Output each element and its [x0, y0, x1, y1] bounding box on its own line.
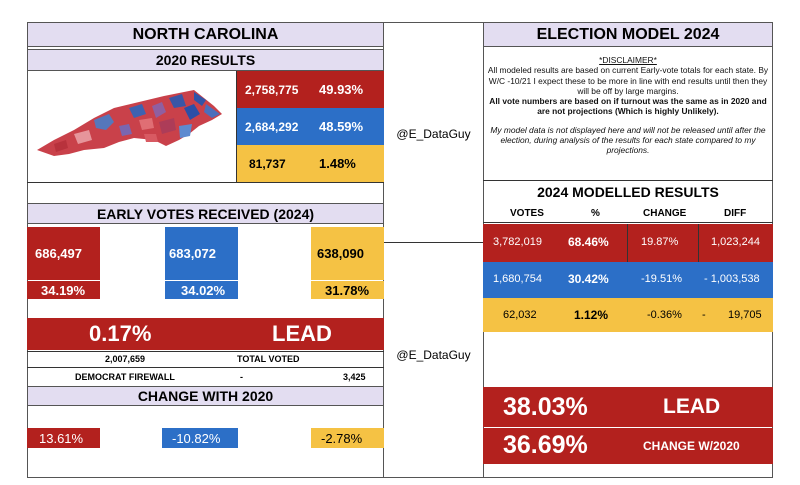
early-rep-votes: 686,497 — [35, 246, 82, 261]
model-change-bar: 36.69% CHANGE W/2020 — [483, 428, 773, 464]
model-title: ELECTION MODEL 2024 — [483, 22, 773, 47]
results-2020-heading: 2020 RESULTS — [27, 49, 384, 71]
modelled-rep-votes: 3,782,019 — [493, 236, 542, 248]
model-lead-value: 38.03% — [503, 393, 588, 421]
result-2020-dem-votes: 2,684,292 — [245, 119, 299, 134]
result-2020-rep-pct: 49.93% — [319, 82, 364, 97]
col-diff: DIFF — [724, 208, 747, 219]
modelled-dem-row: 1,680,754 30.42% -19.51% - 1,003,538 — [483, 262, 773, 298]
state-title: NORTH CAROLINA — [27, 22, 384, 47]
modelled-oth-diff: 19,705 — [728, 309, 762, 321]
col-votes: VOTES — [510, 208, 544, 219]
col-change: CHANGE — [643, 208, 687, 219]
middle-panel — [384, 22, 483, 478]
modelled-oth-row: 62,032 1.12% -0.36% - 19,705 — [483, 298, 773, 332]
disclaimer-p1: All modeled results are based on current… — [487, 65, 769, 96]
result-2020-oth-pct: 1.48% — [319, 156, 356, 171]
model-change-label: CHANGE W/2020 — [643, 439, 740, 453]
firewall-label: DEMOCRAT FIREWALL — [75, 372, 175, 382]
modelled-oth-votes: 62,032 — [503, 309, 537, 321]
result-2020-rep-row: 2,758,775 49.93% — [237, 71, 384, 108]
modelled-dem-pct: 30.42% — [568, 272, 609, 286]
early-oth-pct: 31.78% — [325, 282, 370, 298]
early-dem-pct: 34.02% — [181, 282, 226, 298]
handle-bottom: @E_DataGuy — [396, 348, 471, 362]
early-rep-pct-box: 34.19% — [27, 281, 100, 299]
firewall-dash: - — [240, 372, 243, 382]
total-voted-value: 2,007,659 — [105, 354, 146, 364]
disclaimer-p2: All vote numbers are based on if turnout… — [489, 96, 767, 117]
early-lead-label: LEAD — [272, 321, 332, 346]
modelled-oth-change: -0.36% — [647, 309, 682, 321]
model-change-value: 36.69% — [503, 431, 588, 459]
model-lead-label: LEAD — [663, 395, 721, 418]
modelled-dem-change: -19.51% — [641, 273, 682, 285]
col-pct: % — [591, 208, 600, 219]
early-rep-votes-box: 686,497 — [27, 227, 100, 280]
modelled-rep-diff: 1,023,244 — [711, 236, 760, 248]
modelled-oth-pct: 1.12% — [574, 308, 609, 322]
early-oth-votes: 638,090 — [317, 246, 364, 261]
nc-county-map — [37, 90, 222, 156]
early-oth-votes-box: 638,090 — [311, 227, 384, 280]
result-2020-oth-votes: 81,737 — [249, 156, 286, 171]
result-2020-rep-votes: 2,758,775 — [245, 82, 299, 97]
change-dem-box: -10.82% — [162, 428, 238, 448]
modelled-heading: 2024 MODELLED RESULTS — [537, 184, 719, 200]
disclaimer: *DISCLAIMER* All modeled results are bas… — [485, 55, 771, 156]
change-oth-box: -2.78% — [311, 428, 384, 448]
result-2020-dem-row: 2,684,292 48.59% — [237, 108, 384, 145]
model-lead-bar: 38.03% LEAD — [483, 387, 773, 427]
nc-map — [34, 78, 229, 168]
change-2020-heading: CHANGE WITH 2020 — [27, 386, 384, 406]
result-2020-oth-row: 81,737 1.48% — [237, 145, 384, 182]
disclaimer-heading: *DISCLAIMER* — [599, 55, 657, 65]
modelled-rep-pct: 68.46% — [568, 235, 609, 249]
early-lead-value: 0.17% — [89, 321, 152, 346]
early-votes-heading: EARLY VOTES RECEIVED (2024) — [27, 203, 384, 224]
modelled-dem-votes: 1,680,754 — [493, 273, 542, 285]
firewall-value: 3,425 — [343, 372, 366, 382]
early-lead-bar: 0.17% LEAD — [27, 318, 384, 350]
early-rep-pct: 34.19% — [41, 282, 86, 298]
modelled-oth-diff-dash: - — [702, 309, 706, 321]
total-voted-label: TOTAL VOTED — [237, 354, 300, 364]
early-dem-votes: 683,072 — [169, 246, 216, 261]
early-dem-pct-box: 34.02% — [165, 281, 238, 299]
disclaimer-p3: My model data is not displayed here and … — [490, 124, 766, 156]
early-oth-pct-box: 31.78% — [311, 281, 384, 299]
modelled-dem-diff: - 1,003,538 — [704, 273, 760, 285]
change-rep-box: 13.61% — [27, 428, 100, 448]
result-2020-dem-pct: 48.59% — [319, 119, 364, 134]
change-oth-value: -2.78% — [321, 430, 363, 446]
modelled-rep-change: 19.87% — [641, 236, 679, 248]
modelled-rep-row: 3,782,019 68.46% 19.87% 1,023,244 — [483, 224, 773, 262]
change-rep-value: 13.61% — [39, 430, 84, 446]
handle-top: @E_DataGuy — [396, 127, 471, 141]
change-dem-value: -10.82% — [172, 430, 221, 446]
early-dem-votes-box: 683,072 — [165, 227, 238, 280]
